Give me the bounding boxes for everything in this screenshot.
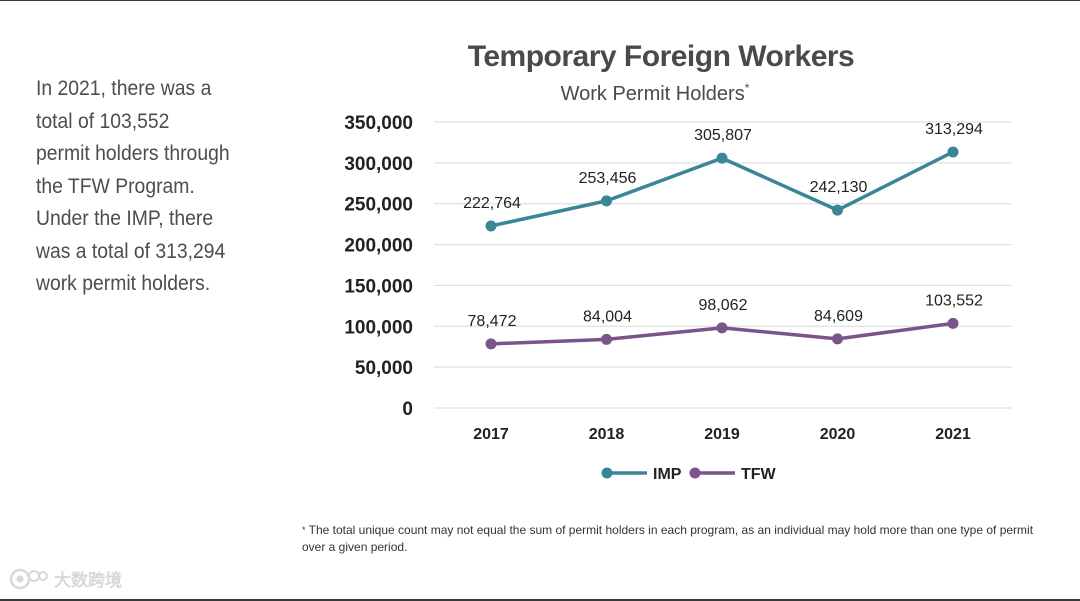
- footnote-text: The total unique count may not equal the…: [302, 523, 1034, 554]
- legend-tfw-swatch-dot: [689, 467, 701, 479]
- summary-line: the TFW Program.: [36, 173, 195, 198]
- y-axis: 0 50,000 100,000 150,000 200,000 250,000 300,0…: [344, 113, 413, 420]
- data-point-tfw: [601, 333, 612, 345]
- data-label-tfw: 98,062: [699, 297, 748, 314]
- bottom-border: [0, 599, 1080, 601]
- legend: IMP TFW: [601, 466, 777, 483]
- summary-line: In 2021, there was a: [36, 76, 212, 100]
- data-label-tfw: 84,609: [814, 308, 863, 325]
- x-tick-label: 2017: [473, 426, 509, 443]
- data-point-tfw: [947, 317, 959, 329]
- footnote-marker: *: [302, 525, 306, 535]
- data-label-tfw: 84,004: [583, 308, 632, 325]
- y-tick-label: 200,000: [344, 236, 413, 257]
- data-point-tfw: [485, 338, 497, 350]
- data-label-imp: 222,764: [463, 195, 521, 212]
- data-label-imp: 242,130: [810, 179, 868, 196]
- watermark-text: 大数跨境: [54, 571, 122, 591]
- data-point-imp: [947, 146, 959, 158]
- chart-title: Temporary Foreign Workers: [468, 40, 855, 73]
- data-point-imp: [601, 195, 612, 207]
- series-group: [485, 146, 959, 350]
- x-tick-label: 2021: [935, 426, 971, 443]
- legend-tfw-label: TFW: [741, 466, 777, 483]
- line-chart: Temporary Foreign Workers Work Permit Ho…: [344, 40, 1012, 483]
- data-label-imp: 313,294: [925, 121, 983, 138]
- y-tick-label: 250,000: [344, 195, 413, 216]
- x-axis: 2017 2018 2019 2020 2021: [473, 426, 971, 443]
- summary-line: work permit holders.: [36, 271, 211, 295]
- summary-line: Under the IMP, there: [36, 206, 214, 230]
- chart-subtitle-text: Work Permit Holders: [561, 83, 745, 105]
- watermark: 大数跨境: [8, 566, 122, 591]
- data-label-imp: 253,456: [579, 170, 637, 187]
- x-tick-label: 2020: [820, 426, 856, 443]
- data-labels: 222,764 253,456 305,807 242,130 313,294 78,47…: [463, 121, 983, 330]
- summary-line: total of 103,552: [36, 108, 170, 133]
- top-border: [0, 0, 1080, 1]
- grid-lines: [434, 121, 1012, 409]
- data-label-tfw: 103,552: [925, 292, 983, 309]
- camera-logo-icon: [9, 568, 48, 589]
- data-point-imp: [485, 220, 497, 232]
- summary-line: was a total of 313,294: [36, 238, 226, 263]
- data-point-tfw: [716, 322, 728, 334]
- y-tick-label: 50,000: [355, 358, 413, 379]
- y-tick-label: 150,000: [344, 276, 413, 297]
- chart-subtitle: Work Permit Holders*: [561, 81, 750, 105]
- y-tick-label: 350,000: [344, 113, 413, 134]
- data-label-tfw: 78,472: [468, 313, 517, 330]
- data-point-tfw: [832, 333, 843, 345]
- summary-text: In 2021, there was a total of 103,552 pe…: [36, 72, 275, 300]
- legend-imp-label: IMP: [653, 466, 682, 483]
- summary-line: permit holders through: [36, 141, 230, 165]
- x-tick-label: 2019: [704, 426, 740, 443]
- data-point-imp: [716, 152, 728, 164]
- data-label-imp: 305,807: [694, 127, 752, 144]
- data-point-imp: [832, 204, 843, 216]
- legend-imp-swatch-dot: [601, 467, 613, 479]
- footnote: * The total unique count may not equal t…: [302, 522, 1052, 556]
- y-tick-label: 0: [402, 399, 413, 420]
- chart-subtitle-marker: *: [745, 81, 750, 95]
- y-tick-label: 100,000: [344, 317, 413, 338]
- x-tick-label: 2018: [589, 426, 625, 443]
- y-tick-label: 300,000: [344, 154, 413, 175]
